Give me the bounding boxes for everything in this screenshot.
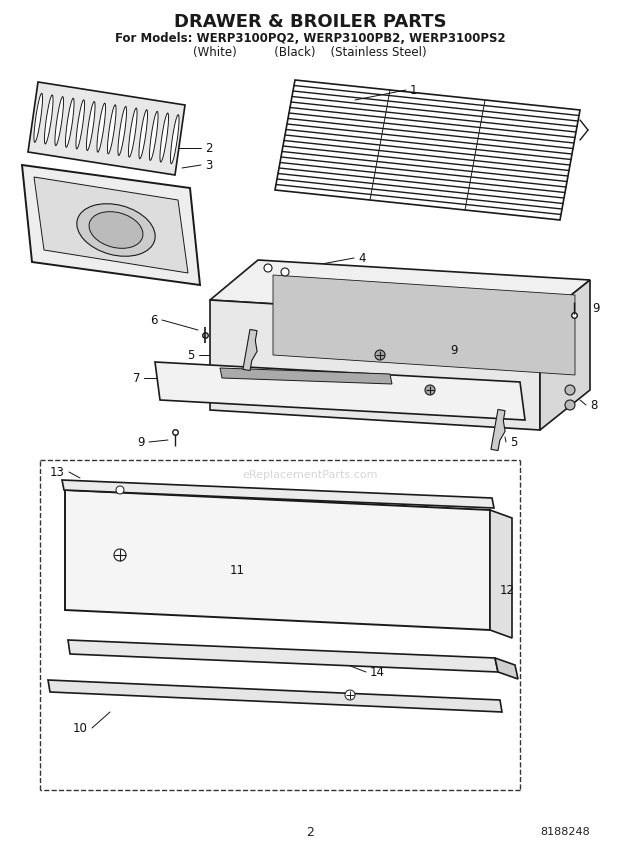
Polygon shape — [22, 165, 200, 285]
Circle shape — [281, 268, 289, 276]
Ellipse shape — [160, 113, 169, 162]
Polygon shape — [540, 280, 590, 430]
Polygon shape — [210, 260, 590, 320]
Text: 11: 11 — [230, 563, 245, 576]
Polygon shape — [62, 480, 494, 508]
Ellipse shape — [118, 106, 126, 156]
Text: 5: 5 — [510, 436, 517, 449]
Text: 3: 3 — [205, 158, 213, 171]
Text: 4: 4 — [358, 252, 366, 265]
Text: DRAWER & BROILER PARTS: DRAWER & BROILER PARTS — [174, 13, 446, 31]
Circle shape — [114, 549, 126, 561]
Circle shape — [565, 400, 575, 410]
Ellipse shape — [86, 102, 95, 151]
Circle shape — [264, 264, 272, 272]
Polygon shape — [28, 82, 185, 175]
Ellipse shape — [149, 111, 158, 160]
Ellipse shape — [128, 108, 137, 158]
Text: (White)          (Black)    (Stainless Steel): (White) (Black) (Stainless Steel) — [193, 45, 427, 58]
Text: 8188248: 8188248 — [540, 827, 590, 837]
Text: 8: 8 — [590, 399, 598, 412]
Polygon shape — [495, 658, 518, 679]
Ellipse shape — [76, 100, 84, 149]
Circle shape — [345, 690, 355, 700]
Ellipse shape — [97, 104, 105, 152]
Text: eReplacementParts.com: eReplacementParts.com — [242, 470, 378, 480]
Circle shape — [375, 350, 385, 360]
Ellipse shape — [34, 93, 43, 142]
Text: 9: 9 — [138, 436, 145, 449]
Text: 2: 2 — [306, 825, 314, 839]
Polygon shape — [275, 80, 580, 220]
Text: For Models: WERP3100PQ2, WERP3100PB2, WERP3100PS2: For Models: WERP3100PQ2, WERP3100PB2, WE… — [115, 32, 505, 45]
Circle shape — [565, 385, 575, 395]
Polygon shape — [491, 409, 505, 450]
Polygon shape — [155, 362, 525, 420]
Ellipse shape — [170, 115, 179, 163]
Text: 13: 13 — [50, 466, 65, 479]
Ellipse shape — [55, 97, 63, 146]
Text: 9: 9 — [450, 343, 458, 356]
Circle shape — [425, 385, 435, 395]
Text: 2: 2 — [205, 141, 213, 154]
Ellipse shape — [139, 110, 148, 158]
Polygon shape — [34, 177, 188, 273]
Text: 5: 5 — [188, 348, 195, 361]
Ellipse shape — [66, 98, 74, 147]
Polygon shape — [490, 510, 512, 638]
Polygon shape — [220, 368, 392, 384]
Polygon shape — [48, 680, 502, 712]
Polygon shape — [210, 300, 540, 430]
Ellipse shape — [45, 95, 53, 144]
Text: 7: 7 — [133, 372, 140, 384]
Text: 9: 9 — [592, 301, 600, 314]
Text: 14: 14 — [370, 665, 385, 679]
Ellipse shape — [89, 211, 143, 248]
Ellipse shape — [107, 104, 116, 154]
Text: 1: 1 — [410, 84, 417, 97]
Circle shape — [116, 486, 124, 494]
Polygon shape — [243, 330, 257, 371]
Text: 6: 6 — [151, 313, 158, 326]
Text: 10: 10 — [73, 722, 88, 734]
Polygon shape — [68, 640, 498, 672]
Ellipse shape — [77, 204, 155, 256]
Text: 12: 12 — [500, 584, 515, 597]
Polygon shape — [65, 490, 490, 630]
Polygon shape — [273, 275, 575, 375]
